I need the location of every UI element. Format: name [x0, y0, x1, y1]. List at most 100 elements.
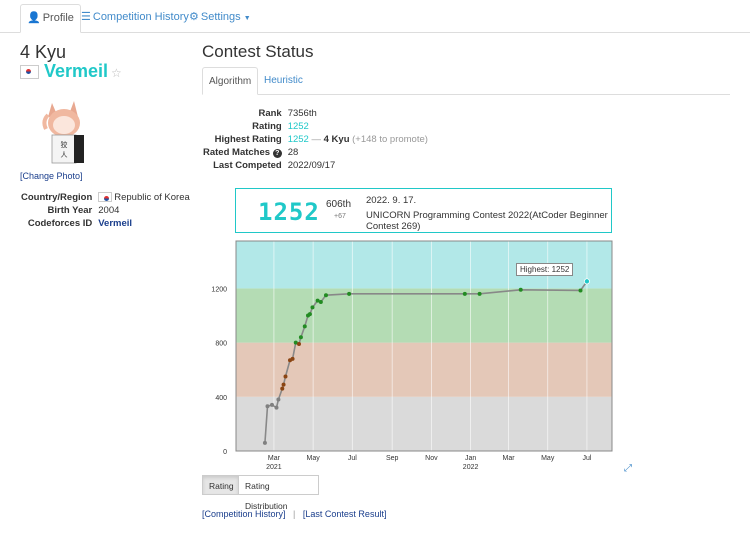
- codeforces-link[interactable]: Vermeil: [98, 218, 133, 229]
- rating-band: [236, 288, 612, 343]
- user-icon: 👤: [27, 12, 41, 24]
- rating-point: [477, 291, 482, 296]
- rating-point: [262, 440, 267, 445]
- rating-point: [307, 312, 312, 317]
- x-tick-label: May: [307, 455, 321, 462]
- competition-history-link[interactable]: [Competition History]: [202, 509, 286, 519]
- x-tick-label: May: [541, 455, 555, 462]
- rating-point: [323, 293, 328, 298]
- y-tick-label: 1200: [211, 286, 227, 293]
- contest-stats-table: Rank 7356th Rating 1252 Highest Rating 125…: [200, 107, 431, 172]
- rating-point: [283, 374, 288, 379]
- svg-text:人: 人: [61, 151, 68, 159]
- x-tick-year: 2021: [266, 464, 282, 471]
- y-tick-label: 0: [223, 449, 227, 456]
- x-tick-year: 2022: [463, 464, 479, 471]
- chart-frame: [235, 240, 613, 452]
- link-separator: |: [293, 509, 296, 519]
- last-competed-value: 2022/09/17: [287, 160, 336, 171]
- stat-label: Rating: [252, 121, 282, 132]
- user-kyu: 4 Kyu: [20, 42, 67, 62]
- avatar: 狡 人: [22, 95, 102, 170]
- rating-band: [236, 396, 612, 451]
- info-row: Birth Year 2004: [18, 204, 193, 217]
- rating-point: [280, 386, 285, 391]
- gear-icon: ⚙: [189, 11, 199, 23]
- rating-point: [318, 299, 323, 304]
- status-date: 2022. 9. 17.: [366, 195, 417, 206]
- x-tick-label: Jul: [348, 455, 357, 462]
- status-contest-name: UNICORN Programming Contest 2022(AtCoder…: [366, 210, 608, 232]
- rating-distribution-button[interactable]: Rating Distribution: [238, 475, 319, 511]
- rating-point: [265, 404, 270, 409]
- tab-algorithm[interactable]: Algorithm: [202, 67, 259, 95]
- info-value: 2004: [98, 205, 120, 216]
- last-contest-result-link[interactable]: [Last Contest Result]: [302, 509, 387, 519]
- rating-point: [296, 341, 301, 346]
- korea-flag-icon: [98, 192, 113, 203]
- rating-point: [315, 298, 320, 303]
- rating-point: [347, 291, 352, 296]
- y-tick-label: 400: [215, 395, 227, 402]
- rating-point: [310, 305, 315, 310]
- status-rating: 1252: [258, 198, 320, 226]
- tab-settings[interactable]: ⚙ Settings ▼: [189, 11, 251, 23]
- footer-links: [Competition History] | [Last Contest Re…: [202, 509, 386, 519]
- rating-band: [236, 342, 612, 397]
- caret-down-icon: ▼: [243, 15, 251, 22]
- help-icon[interactable]: ?: [272, 149, 282, 158]
- info-value: Vermeil: [95, 217, 193, 230]
- top-nav: 👤 Profile ☰ Competition History ⚙ Settings …: [0, 0, 750, 33]
- info-key: Country/Region: [21, 192, 93, 203]
- rating-button[interactable]: Rating: [202, 475, 239, 495]
- highest-rating-value: 1252 — 4 Kyu (+148 to promote): [287, 134, 428, 145]
- rating-point: [583, 278, 590, 285]
- page-title: Contest Status: [202, 42, 314, 61]
- rating-value: 1252: [287, 121, 309, 132]
- info-key: Birth Year: [47, 205, 93, 216]
- rating-point: [298, 335, 303, 340]
- y-tick-label: 800: [215, 341, 227, 348]
- x-tick-label: Mar: [502, 455, 515, 462]
- rating-point: [578, 288, 583, 293]
- info-key: Codeforces ID: [27, 218, 93, 229]
- svg-text:狡: 狡: [61, 140, 68, 149]
- user-name-line: Vermeil ☆: [20, 61, 122, 82]
- tab-competition-history[interactable]: ☰ Competition History: [81, 11, 189, 23]
- rating-point: [290, 356, 295, 361]
- status-place: 606th: [326, 199, 352, 210]
- change-photo-link[interactable]: [Change Photo]: [20, 171, 83, 181]
- stat-label: Highest Rating: [214, 134, 282, 145]
- info-row: Codeforces ID Vermeil: [18, 217, 193, 230]
- korea-flag-icon: [20, 65, 39, 80]
- x-tick-label: Nov: [425, 455, 438, 462]
- tab-profile[interactable]: 👤 Profile: [20, 4, 81, 33]
- contest-type-tabs: Algorithm Heuristic: [202, 67, 730, 95]
- rating-point: [276, 397, 281, 402]
- tab-heuristic[interactable]: Heuristic: [264, 75, 303, 86]
- info-row: Country/Region Republic of Korea: [18, 191, 193, 204]
- x-tick-label: Mar: [268, 455, 281, 462]
- x-tick-label: Sep: [386, 455, 399, 462]
- stat-label: Rated Matches ?: [200, 146, 285, 159]
- rating-chart: Mar 2021 May Jul Sep Nov Jan 2022 Mar May Jul 0 400 8…: [211, 240, 613, 471]
- rating-point: [462, 291, 467, 296]
- star-icon[interactable]: ☆: [111, 66, 122, 80]
- rank-value: 7356th: [287, 108, 317, 119]
- expand-icon[interactable]: ⤢: [624, 463, 632, 474]
- stat-label: Last Competed: [213, 160, 282, 171]
- rating-point: [274, 405, 279, 410]
- rating-status-box: 1252 606th +67 2022. 9. 17. UNICORN Prog…: [235, 188, 612, 233]
- list-icon: ☰: [81, 11, 91, 23]
- status-diff: +67: [334, 213, 346, 220]
- matches-value: 28: [287, 147, 299, 158]
- username-link[interactable]: Vermeil: [44, 61, 109, 81]
- x-tick-label: Jan: [465, 455, 476, 462]
- info-value: Republic of Korea: [95, 191, 193, 204]
- rating-point: [293, 340, 298, 345]
- x-tick-label: Jul: [582, 455, 591, 462]
- rating-point: [302, 324, 307, 329]
- rating-point: [518, 287, 523, 292]
- stat-label: Rank: [258, 108, 282, 119]
- chart-tooltip: Highest: 1252: [516, 263, 574, 276]
